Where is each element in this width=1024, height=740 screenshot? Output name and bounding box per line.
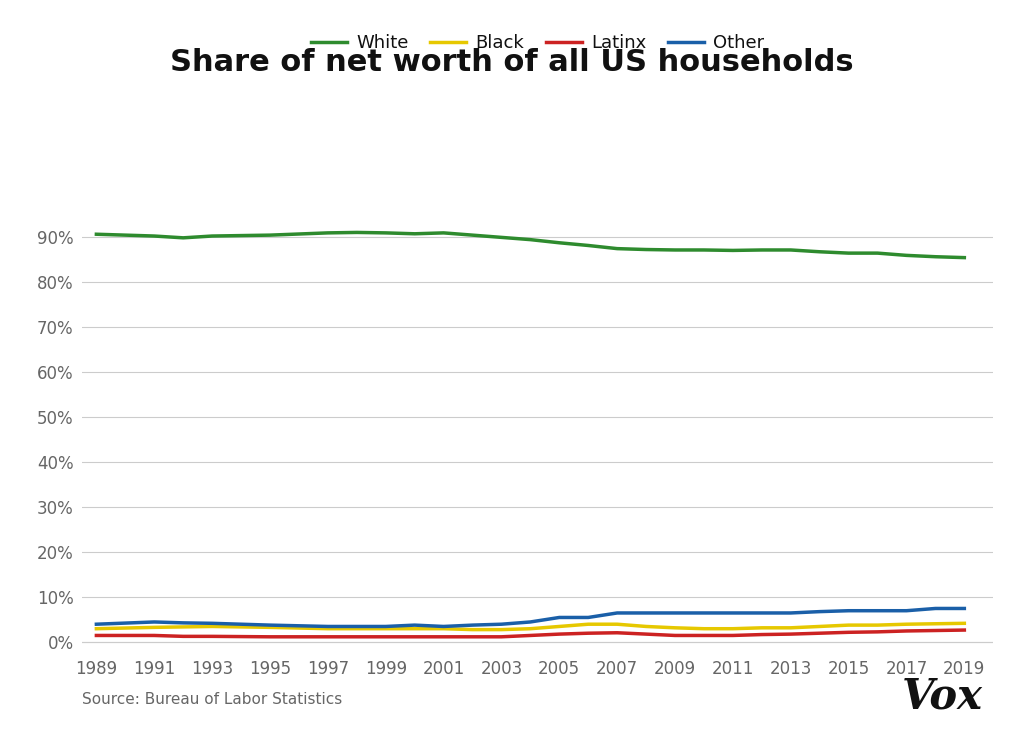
Text: Share of net worth of all US households: Share of net worth of all US households	[170, 48, 854, 77]
Legend: White, Black, Latinx, Other: White, Black, Latinx, Other	[304, 27, 771, 59]
Text: Source: Bureau of Labor Statistics: Source: Bureau of Labor Statistics	[82, 692, 342, 707]
Text: Vox: Vox	[902, 676, 983, 718]
